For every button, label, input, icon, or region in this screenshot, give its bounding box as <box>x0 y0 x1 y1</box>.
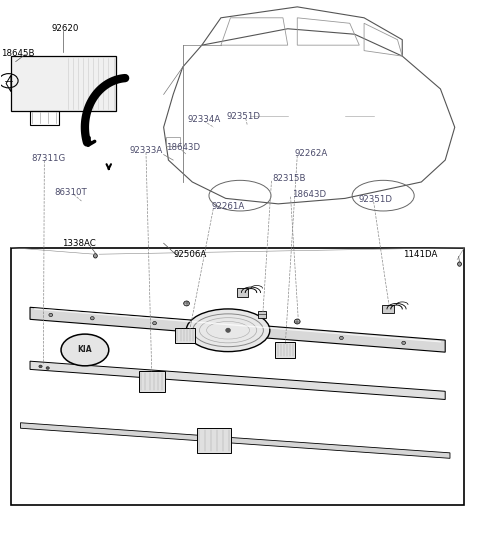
Bar <box>258 311 266 318</box>
Text: 1141DA: 1141DA <box>403 250 438 258</box>
Ellipse shape <box>184 301 190 306</box>
Ellipse shape <box>90 317 94 320</box>
Ellipse shape <box>226 328 230 332</box>
Ellipse shape <box>46 367 49 370</box>
Text: 92506A: 92506A <box>173 250 206 258</box>
Text: 87311G: 87311G <box>31 154 65 163</box>
Ellipse shape <box>94 254 97 258</box>
Polygon shape <box>21 423 450 458</box>
Bar <box>30 111 59 124</box>
Text: 18643D: 18643D <box>291 190 325 199</box>
Bar <box>276 342 295 358</box>
Text: 1338AC: 1338AC <box>62 239 96 248</box>
Text: 18643D: 18643D <box>166 143 200 152</box>
Bar <box>166 136 180 146</box>
Bar <box>237 288 248 297</box>
Text: 92261A: 92261A <box>211 202 245 211</box>
Text: 18645B: 18645B <box>1 49 35 58</box>
Ellipse shape <box>294 319 300 324</box>
Ellipse shape <box>339 336 343 339</box>
Bar <box>175 328 195 343</box>
Ellipse shape <box>457 262 461 266</box>
Ellipse shape <box>49 314 53 317</box>
Ellipse shape <box>61 334 109 366</box>
Text: 92262A: 92262A <box>295 149 328 158</box>
Bar <box>197 428 231 453</box>
Polygon shape <box>30 361 445 399</box>
Text: 92351D: 92351D <box>227 112 261 121</box>
Ellipse shape <box>153 322 156 325</box>
Bar <box>11 248 464 505</box>
Bar <box>382 305 394 314</box>
Text: 92334A: 92334A <box>188 114 221 124</box>
Text: 92333A: 92333A <box>129 146 163 155</box>
Ellipse shape <box>402 341 406 344</box>
Text: 86310T: 86310T <box>55 188 87 197</box>
Ellipse shape <box>186 309 270 351</box>
Text: KIA: KIA <box>78 345 92 354</box>
Text: 82315B: 82315B <box>272 174 305 183</box>
Polygon shape <box>30 307 445 352</box>
Text: 92351D: 92351D <box>359 195 392 204</box>
Ellipse shape <box>39 365 42 368</box>
Text: 92620: 92620 <box>51 24 79 33</box>
Bar <box>11 56 116 111</box>
Ellipse shape <box>256 329 260 333</box>
Bar <box>139 371 165 392</box>
